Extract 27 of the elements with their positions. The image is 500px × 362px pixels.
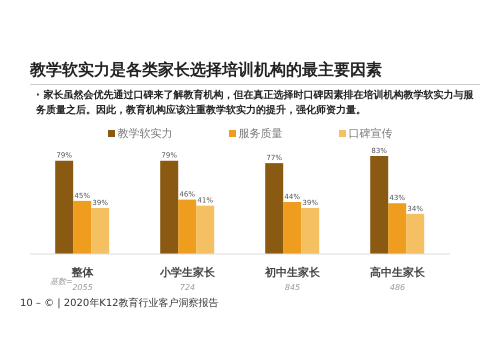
- legend-label: 教学软实力: [118, 126, 172, 141]
- text: 486: [390, 283, 406, 292]
- text: 基数=: [50, 277, 73, 286]
- chart-title: 教学软实力是各类家长选择培训机构的最主要因素: [30, 60, 382, 81]
- bar: [388, 203, 406, 254]
- text: 2055: [72, 283, 93, 292]
- x-tick-label: 小学生家长: [159, 266, 216, 279]
- x-tick-label: 初中生家长: [264, 266, 321, 279]
- bar: [283, 202, 302, 254]
- text: 724: [180, 283, 196, 292]
- x-tick-label: 高中生家长: [370, 266, 426, 279]
- bar: [73, 200, 92, 254]
- bar: [91, 208, 110, 254]
- legend-label: 服务质量: [238, 126, 282, 141]
- bar: [55, 160, 74, 254]
- text: 10 – © | 2020年K12教育行业客户洞察报告: [20, 296, 219, 310]
- legend-label: 口碑宣传: [348, 126, 392, 141]
- bar: [160, 160, 178, 254]
- bar: [301, 208, 320, 254]
- bar: [265, 163, 284, 254]
- text: 845: [284, 283, 300, 292]
- chart-subtitle: · 家长虽然会优先通过口碑来了解教育机构，但在真正选择时口碑因素排在培训机构教学软实力与服务质量之后。因此，教育机构应该注重教学软实力的提升，强化师资力量。: [36, 88, 474, 118]
- bar: [370, 156, 388, 254]
- x-tick-label: 整体: [70, 266, 94, 279]
- bar: [406, 214, 424, 254]
- bar: [196, 206, 214, 254]
- bar: [178, 200, 196, 254]
